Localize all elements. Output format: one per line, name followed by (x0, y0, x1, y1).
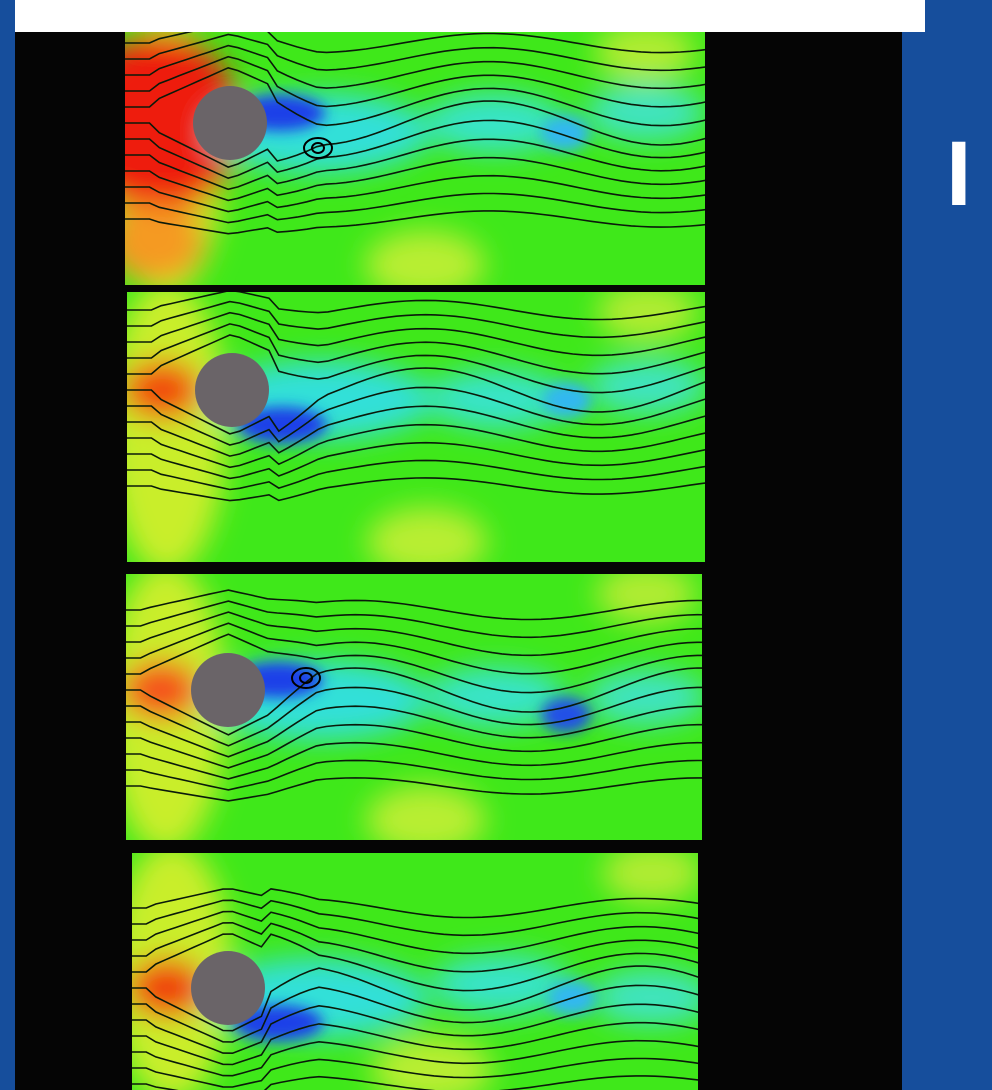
top-bar (15, 0, 925, 32)
blue-core (542, 382, 592, 418)
flow-panel (112, 841, 712, 1090)
cylinder (191, 653, 265, 727)
page: I (() => { const data = JSON.parse(docum… (0, 0, 992, 1090)
cyan-wake (592, 969, 712, 1025)
flow-figure (0, 0, 992, 1090)
flow-panel (80, 19, 710, 300)
panels (80, 19, 712, 1090)
cyan-wake (585, 85, 705, 141)
side-text: I (946, 128, 972, 220)
cylinder (191, 951, 265, 1025)
cylinder (193, 86, 267, 160)
blue-core (540, 115, 590, 151)
flow-panel (106, 561, 707, 855)
flow-panel (107, 279, 710, 578)
cylinder (195, 353, 269, 427)
